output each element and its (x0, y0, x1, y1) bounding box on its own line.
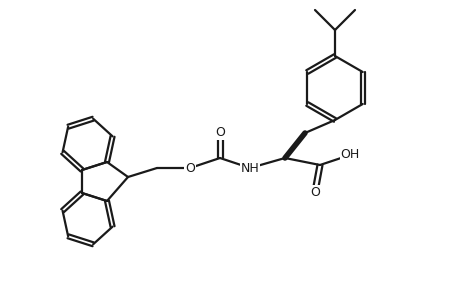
Text: O: O (185, 161, 195, 174)
Text: NH: NH (241, 161, 259, 174)
Text: O: O (310, 185, 320, 199)
Text: OH: OH (340, 148, 360, 161)
Text: O: O (215, 126, 225, 140)
